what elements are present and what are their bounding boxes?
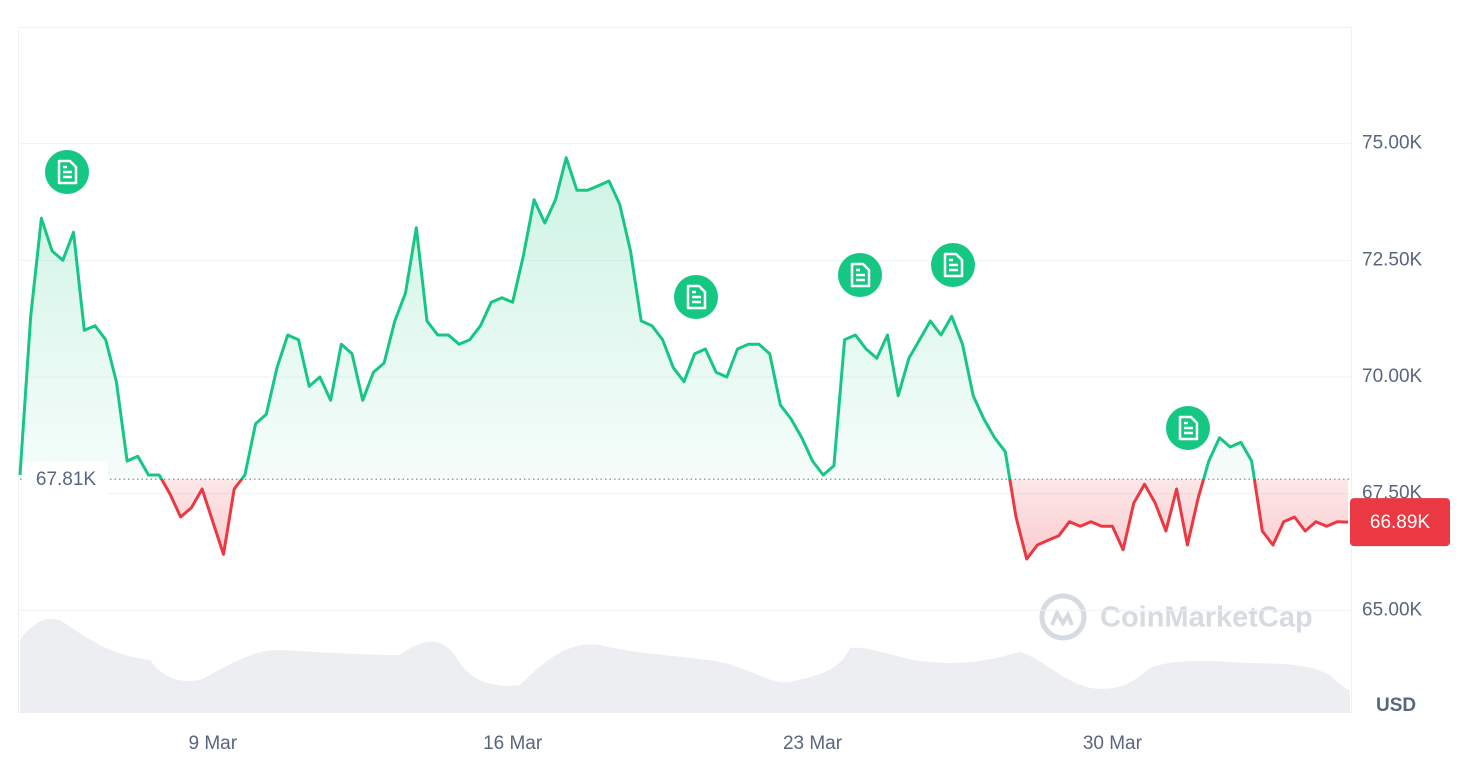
news-icon[interactable] bbox=[674, 275, 718, 319]
area-fill bbox=[20, 157, 1348, 559]
watermark-text: CoinMarketCap bbox=[1100, 602, 1313, 634]
volume-area bbox=[20, 618, 1350, 713]
news-icon[interactable] bbox=[931, 243, 975, 287]
price-line bbox=[18, 156, 1349, 561]
last-price-label: 66.89K bbox=[1370, 512, 1431, 533]
y-tick-label: 72.50K bbox=[1362, 249, 1423, 270]
baseline-label: 67.81K bbox=[36, 469, 97, 490]
x-tick-label: 23 Mar bbox=[783, 733, 843, 754]
last-price-bg bbox=[1350, 498, 1450, 547]
news-icon[interactable] bbox=[1166, 406, 1210, 450]
watermark: CoinMarketCap bbox=[1039, 593, 1313, 641]
x-tick-label: 30 Mar bbox=[1083, 733, 1143, 754]
news-icon[interactable] bbox=[838, 253, 882, 297]
x-tick-label: 9 Mar bbox=[188, 733, 237, 754]
baseline-label-bg bbox=[22, 461, 108, 498]
y-tick-label: 65.00K bbox=[1362, 599, 1423, 620]
x-tick-label: 16 Mar bbox=[483, 733, 543, 754]
y-tick-label: 75.00K bbox=[1362, 133, 1423, 154]
y-tick-label: 70.00K bbox=[1362, 366, 1423, 387]
currency-label: USD bbox=[1376, 695, 1416, 716]
news-icon[interactable] bbox=[45, 150, 89, 194]
